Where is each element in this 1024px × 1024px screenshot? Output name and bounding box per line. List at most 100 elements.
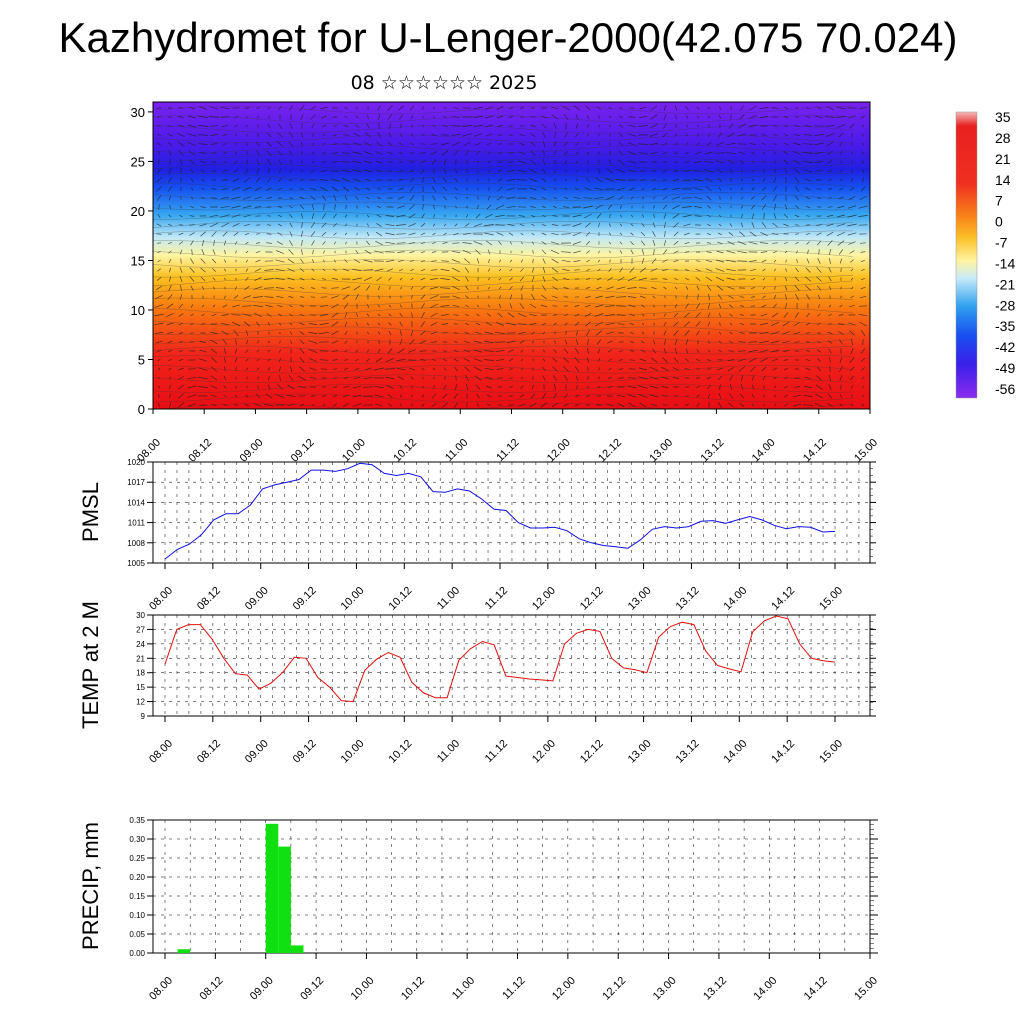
x-tick-label: 09.00 [243, 585, 271, 613]
y-tick-label: 9 [141, 712, 146, 721]
x-tick-label: 09.12 [291, 585, 319, 613]
temp-panel: 9 12 15 18 21 24 27 30 08.00 08.12 09.00 09.12 10.00… [78, 601, 876, 766]
colorbar-label: -21 [995, 276, 1015, 292]
contour-line [153, 297, 854, 307]
precip-bar [278, 846, 291, 953]
x-tick-label: 10.00 [340, 437, 368, 465]
contour-line [153, 307, 854, 316]
contour-line [153, 153, 854, 163]
x-tick-label: 08.12 [195, 738, 223, 766]
x-tick-label: 11.12 [500, 975, 527, 1002]
y-tick-label: 15 [131, 253, 145, 268]
contour-lines [153, 105, 854, 409]
precip-bar [177, 949, 191, 953]
contour-line [153, 278, 854, 288]
x-tick-label: 09.12 [298, 975, 326, 1003]
y-tick-label: 0.35 [129, 816, 145, 825]
contour-line [153, 134, 854, 144]
contour-line [153, 105, 854, 115]
y-tick-label: 0.15 [129, 892, 145, 901]
x-tick-label: 10.12 [386, 738, 414, 766]
x-tick-label: 09.00 [238, 437, 266, 465]
contour-line [153, 268, 854, 278]
x-tick-label: 12.00 [530, 585, 558, 613]
y-axis-label: PRECIP, mm [78, 822, 103, 950]
contour-line [153, 115, 854, 124]
x-tick-label: 10.12 [391, 437, 419, 465]
x-tick-label: 12.12 [600, 975, 628, 1003]
colorbar-label: -56 [995, 381, 1015, 397]
contour-line [153, 288, 854, 297]
y-tick-label: 15 [136, 683, 145, 692]
contour-line [153, 124, 854, 134]
chart-title: Kazhydromet for U-Lenger-2000(42.075 70.… [58, 14, 958, 61]
contour-line [153, 172, 854, 182]
y-tick-label: 10 [131, 303, 145, 318]
plot-frame [152, 819, 871, 954]
contour-line [153, 220, 854, 230]
contour-line [153, 403, 854, 409]
contour-line [153, 393, 854, 403]
x-tick-label: 13.12 [699, 437, 727, 465]
contour-line [153, 355, 854, 364]
x-tick-label: 15.00 [817, 738, 845, 766]
x-tick-label: 14.00 [751, 975, 779, 1003]
x-tick-label: 14.12 [769, 585, 797, 613]
x-tick-label: 08.12 [198, 975, 226, 1003]
x-tick-label: 11.12 [483, 738, 510, 765]
colorbar-label: -7 [995, 235, 1008, 251]
colorbar-label: 28 [995, 130, 1011, 146]
x-tick-label: 13.12 [674, 738, 702, 766]
y-tick-label: 12 [136, 698, 145, 707]
x-tick-label: 13.00 [626, 585, 654, 613]
precip-panel: 0.00 0.05 0.10 0.15 0.20 0.25 0.30 0.35 08.00 08.… [78, 816, 880, 1003]
colorbar-label: -14 [995, 255, 1015, 271]
chart-subtitle: 08 ☆☆☆☆☆☆ 2025 [350, 72, 538, 94]
x-tick-label: 10.12 [386, 585, 414, 613]
contour-line [153, 326, 854, 336]
y-axis-label: TEMP at 2 M [78, 601, 103, 729]
contour-line [153, 316, 854, 326]
x-tick-label: 09.12 [289, 437, 317, 465]
contour-line [153, 182, 854, 192]
contour-line [153, 345, 854, 355]
y-tick-label: 30 [136, 611, 145, 620]
y-tick-label: 5 [138, 352, 145, 367]
x-tick-label: 12.00 [550, 975, 578, 1003]
y-axis-label: PMSL [78, 482, 103, 542]
y-tick-label: 0.05 [129, 930, 145, 939]
x-tick-label: 11.00 [450, 975, 477, 1002]
x-tick-label: 11.00 [443, 437, 470, 464]
x-tick-label: 11.12 [494, 437, 521, 464]
y-tick-label: 0.30 [129, 835, 145, 844]
x-tick-label: 08.00 [147, 738, 175, 766]
x-tick-label: 12.00 [530, 738, 558, 766]
x-tick-label: 11.00 [435, 585, 462, 612]
pmsl-panel: 1005 1008 1011 1014 1017 1020 08.00 08.12 09.00 0… [78, 458, 876, 613]
y-tick-label: 1005 [127, 559, 145, 568]
colorbar-label: 14 [995, 172, 1011, 188]
y-tick-label: 24 [136, 640, 145, 649]
contour-line [153, 144, 854, 153]
x-tick-label: 15.00 [817, 585, 845, 613]
y-tick-label: 1020 [127, 458, 145, 467]
contour-line [153, 192, 854, 201]
y-tick-label: 0.20 [129, 873, 145, 882]
data-series-line [164, 462, 836, 560]
x-tick-label: 08.00 [147, 585, 175, 613]
contour-line [153, 336, 854, 345]
y-tick-label: 0.25 [129, 854, 145, 863]
colorbar-label: 7 [995, 193, 1003, 209]
x-tick-label: 12.12 [596, 437, 624, 465]
contour-line [153, 384, 854, 393]
colorbar-label: -49 [995, 360, 1015, 376]
y-tick-label: 1008 [127, 539, 145, 548]
y-tick-label: 0 [138, 402, 145, 417]
x-tick-label: 14.12 [769, 738, 797, 766]
x-tick-label: 12.12 [578, 585, 606, 613]
x-tick-label: 14.00 [721, 585, 749, 613]
x-tick-label: 13.12 [674, 585, 702, 613]
contour-line [153, 259, 854, 268]
y-tick-label: 18 [136, 669, 145, 678]
